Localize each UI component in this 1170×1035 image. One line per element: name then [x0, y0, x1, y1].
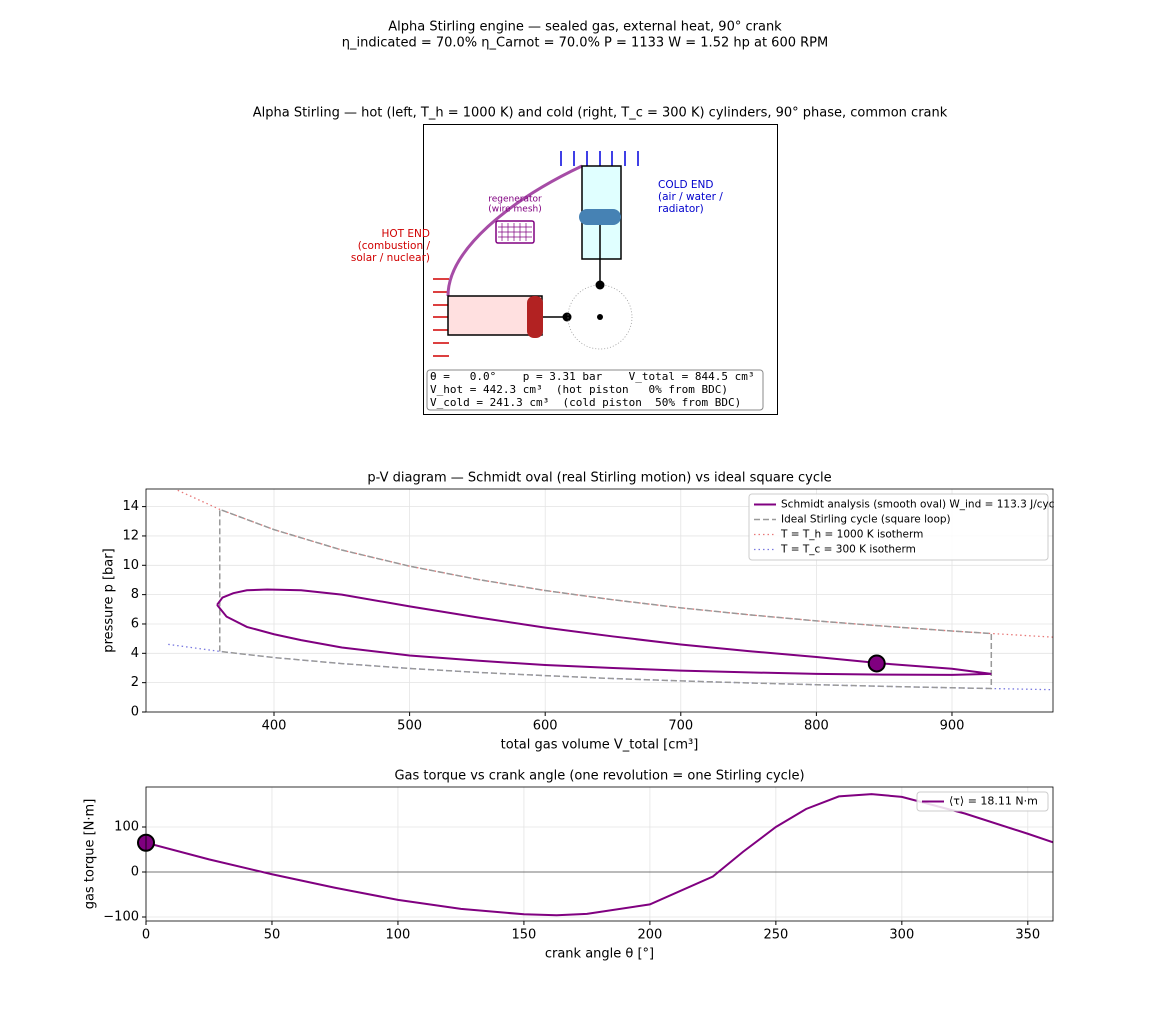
x-tick-label: 700 — [668, 719, 693, 734]
regenerator-label: (wire mesh) — [488, 205, 541, 215]
current-point — [867, 654, 886, 673]
chart: p-V diagram — Schmidt oval (real Stirlin… — [102, 471, 1055, 753]
y-tick-label: 2 — [131, 675, 139, 690]
series-line — [177, 489, 1053, 638]
x-tick-label: 50 — [264, 928, 281, 943]
legend-label: T = T_h = 1000 K isotherm — [780, 529, 923, 541]
hot-label-line: HOT END — [382, 228, 431, 240]
transfer-duct — [446, 164, 583, 297]
info-line: V_cold = 241.3 cm³ (cold piston 50% from… — [430, 396, 741, 409]
plot-area — [146, 793, 1053, 917]
legend: Schmidt analysis (smooth oval) W_ind = 1… — [748, 493, 1055, 561]
figure-title: Alpha Stirling engine — sealed gas, exte… — [388, 20, 782, 35]
x-tick-label: 300 — [889, 928, 914, 943]
info-line: θ = 0.0° p = 3.31 bar V_total = 844.5 cm… — [430, 370, 755, 383]
legend-label: Schmidt analysis (smooth oval) W_ind = 1… — [781, 499, 1055, 511]
y-tick-label: 8 — [131, 587, 139, 602]
x-tick-label: 600 — [533, 719, 558, 734]
x-axis-label: crank angle θ [°] — [545, 947, 654, 962]
legend-frame — [748, 493, 1049, 561]
hot-heat-marks — [433, 278, 449, 357]
y-tick-label: 6 — [131, 616, 139, 631]
series-line — [219, 508, 993, 690]
chart-title: p-V diagram — Schmidt oval (real Stirlin… — [367, 471, 831, 486]
x-tick-label: 350 — [1015, 928, 1040, 943]
x-tick-label: 900 — [940, 719, 965, 734]
chart-title: Gas torque vs crank angle (one revolutio… — [394, 769, 804, 784]
y-tick-label: 14 — [122, 499, 139, 514]
x-tick-label: 0 — [142, 928, 150, 943]
cold-label-line: (air / water / — [658, 191, 723, 203]
x-tick-label: 200 — [637, 928, 662, 943]
y-axis-label: pressure p [bar] — [102, 548, 117, 652]
hot-label: HOT END (combustion / solar / nuclear) — [351, 228, 431, 264]
series-line — [216, 588, 992, 676]
engine-diagram: Alpha Stirling — hot (left, T_h = 1000 K… — [253, 106, 948, 415]
hot-rod-pin — [562, 312, 572, 322]
hot-label-line: solar / nuclear) — [351, 252, 430, 264]
hot-cylinder — [447, 295, 543, 336]
y-tick-label: −100 — [103, 909, 139, 924]
legend-frame — [916, 791, 1049, 812]
info-box — [426, 369, 764, 411]
legend-label: T = T_c = 300 K isotherm — [780, 544, 916, 556]
axes-frame — [145, 786, 1054, 922]
cold-label-line: COLD END — [658, 179, 713, 191]
y-axis-label: gas torque [N·m] — [83, 799, 98, 910]
legend-label: Ideal Stirling cycle (square loop) — [781, 514, 951, 526]
series-line — [146, 793, 1053, 917]
x-axis-label: total gas volume V_total [cm³] — [501, 738, 699, 753]
cold-heat-marks — [560, 151, 639, 166]
cold-piston — [579, 209, 621, 225]
x-tick-label: 800 — [804, 719, 829, 734]
x-tick-label: 400 — [262, 719, 287, 734]
hot-label-line: (combustion / — [358, 240, 431, 252]
hot-piston — [527, 296, 543, 338]
y-tick-label: 100 — [114, 820, 139, 835]
cold-rod-pin — [595, 280, 605, 290]
regenerator-label: regenerator — [488, 195, 542, 205]
y-tick-label: 0 — [131, 864, 139, 879]
legend-label: ⟨τ⟩ = 18.11 N·m — [949, 795, 1038, 808]
x-tick-label: 150 — [512, 928, 537, 943]
x-tick-label: 100 — [386, 928, 411, 943]
diagram-title: Alpha Stirling — hot (left, T_h = 1000 K… — [253, 106, 948, 121]
x-tick-label: 250 — [763, 928, 788, 943]
y-tick-label: 0 — [131, 705, 139, 720]
axes-frame — [145, 488, 1054, 713]
chart: Gas torque vs crank angle (one revolutio… — [83, 769, 1054, 962]
regenerator-mesh — [498, 223, 532, 241]
plot-area — [168, 489, 1053, 691]
figure-subtitle: η_indicated = 70.0% η_Carnot = 70.0% P =… — [342, 36, 828, 51]
info-line: V_hot = 442.3 cm³ (hot piston 0% from BD… — [430, 383, 728, 396]
cold-label-line: radiator) — [658, 203, 704, 215]
x-tick-label: 500 — [397, 719, 422, 734]
legend: ⟨τ⟩ = 18.11 N·m — [916, 791, 1049, 812]
y-tick-label: 4 — [131, 646, 139, 661]
y-tick-label: 12 — [122, 528, 139, 543]
y-tick-label: 10 — [122, 558, 139, 573]
crank-center — [597, 314, 603, 320]
